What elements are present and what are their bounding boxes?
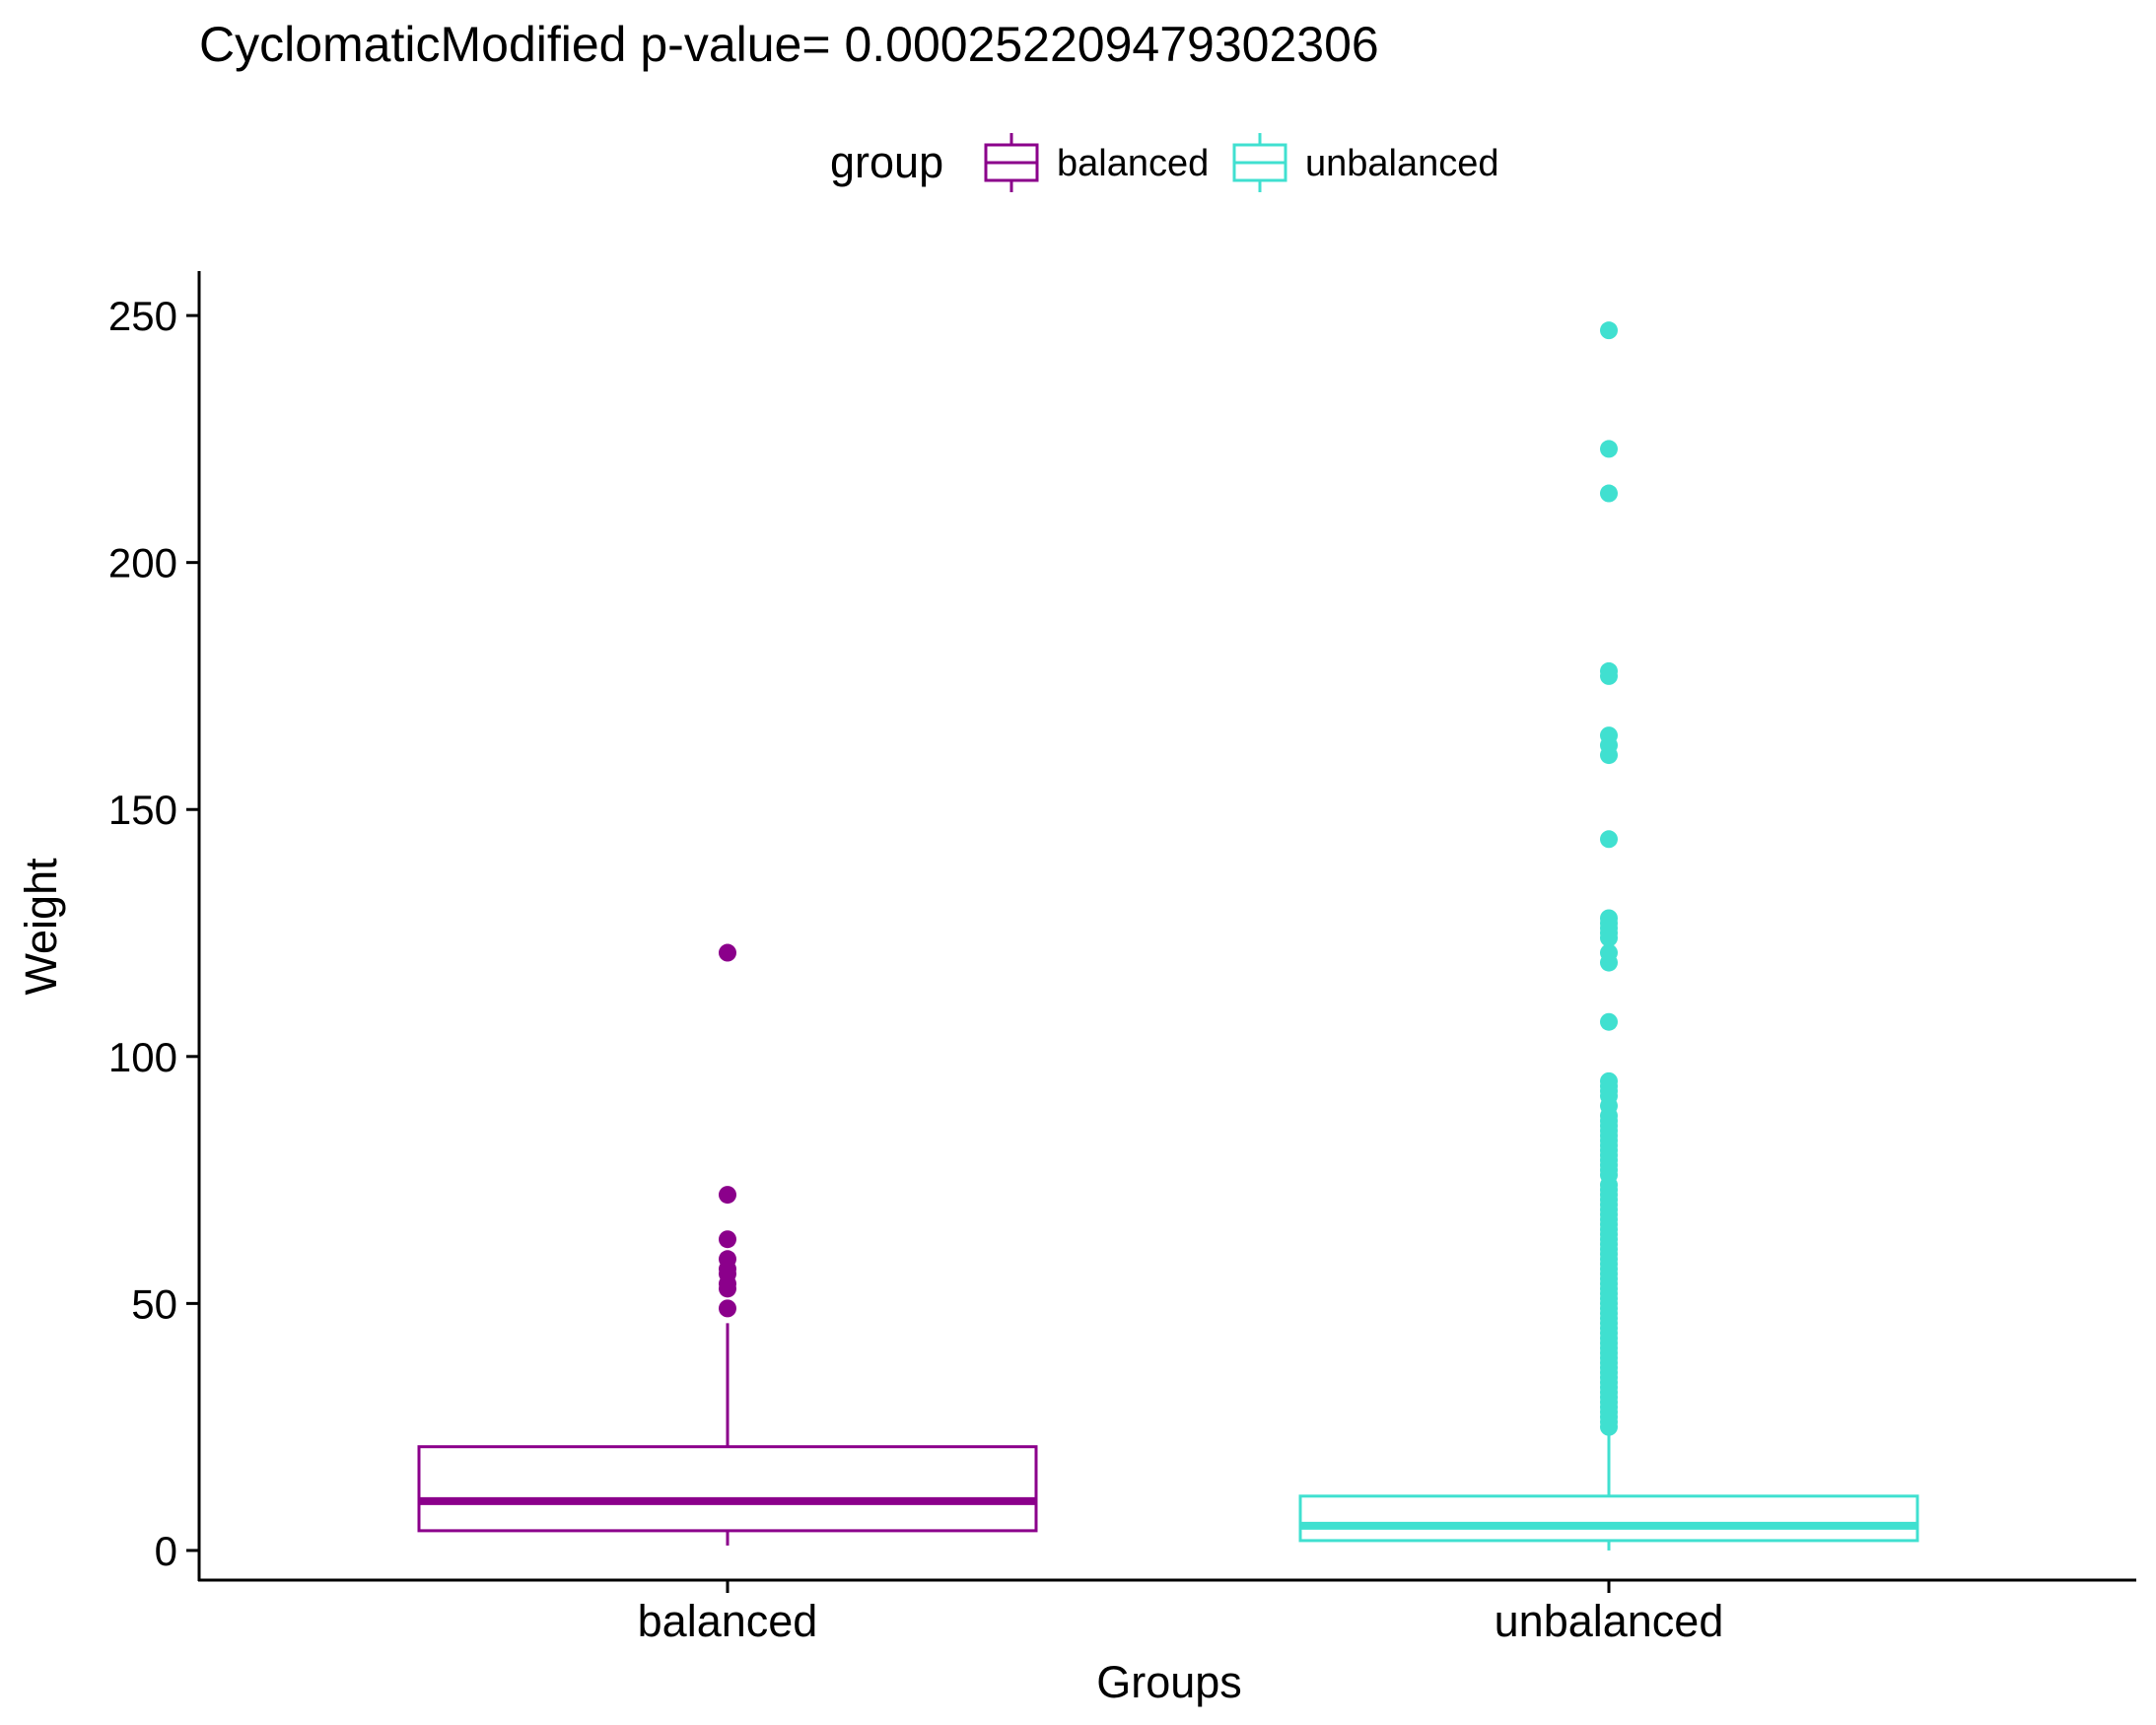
legend-item-balanced: balanced — [984, 133, 1209, 192]
outlier-point — [719, 943, 736, 962]
x-axis: balanced unbalanced — [198, 1578, 2136, 1646]
outlier-point — [1600, 440, 1618, 458]
y-tick-label: 250 — [108, 293, 177, 339]
box-balanced — [417, 943, 1038, 1546]
outlier-point — [1600, 1071, 1618, 1090]
x-tick-label: unbalanced — [1495, 1596, 1724, 1646]
y-tick-label: 0 — [155, 1528, 177, 1574]
x-axis-title: Groups — [1096, 1657, 1242, 1707]
boxes-layer — [417, 321, 1919, 1551]
y-tick-label: 100 — [108, 1034, 177, 1080]
legend: group balanced unbalanced — [830, 133, 1499, 192]
chart-title: CyclomaticModified p-value= 0.0002522094… — [199, 17, 1379, 72]
x-tick-label: balanced — [638, 1596, 818, 1646]
outlier-point — [1600, 830, 1618, 849]
y-tick-label: 200 — [108, 540, 177, 586]
outlier-point — [719, 1186, 736, 1205]
outlier-point — [1600, 321, 1618, 340]
legend-title: group — [830, 137, 943, 187]
legend-key-unbalanced — [1232, 133, 1287, 192]
box-iqr — [417, 1445, 1038, 1533]
outlier-point — [719, 1299, 736, 1318]
outlier-point — [1600, 726, 1618, 745]
outlier-point — [1600, 1012, 1618, 1031]
y-tick-label: 50 — [131, 1280, 177, 1327]
legend-label-unbalanced: unbalanced — [1305, 143, 1499, 184]
outlier-point — [1600, 484, 1618, 503]
outlier-point — [1600, 661, 1618, 680]
legend-label-balanced: balanced — [1057, 143, 1209, 184]
box-unbalanced — [1298, 321, 1919, 1551]
legend-key-balanced — [984, 133, 1039, 192]
outlier-point — [719, 1250, 736, 1269]
outlier-point — [1600, 909, 1618, 928]
outlier-point — [1600, 943, 1618, 962]
y-axis-title: Weight — [16, 858, 66, 996]
y-axis: 0 50 100 150 200 250 — [108, 271, 201, 1581]
y-tick-label: 150 — [108, 787, 177, 833]
legend-item-unbalanced: unbalanced — [1232, 133, 1499, 192]
outlier-point — [719, 1230, 736, 1249]
box-iqr — [1298, 1494, 1919, 1543]
